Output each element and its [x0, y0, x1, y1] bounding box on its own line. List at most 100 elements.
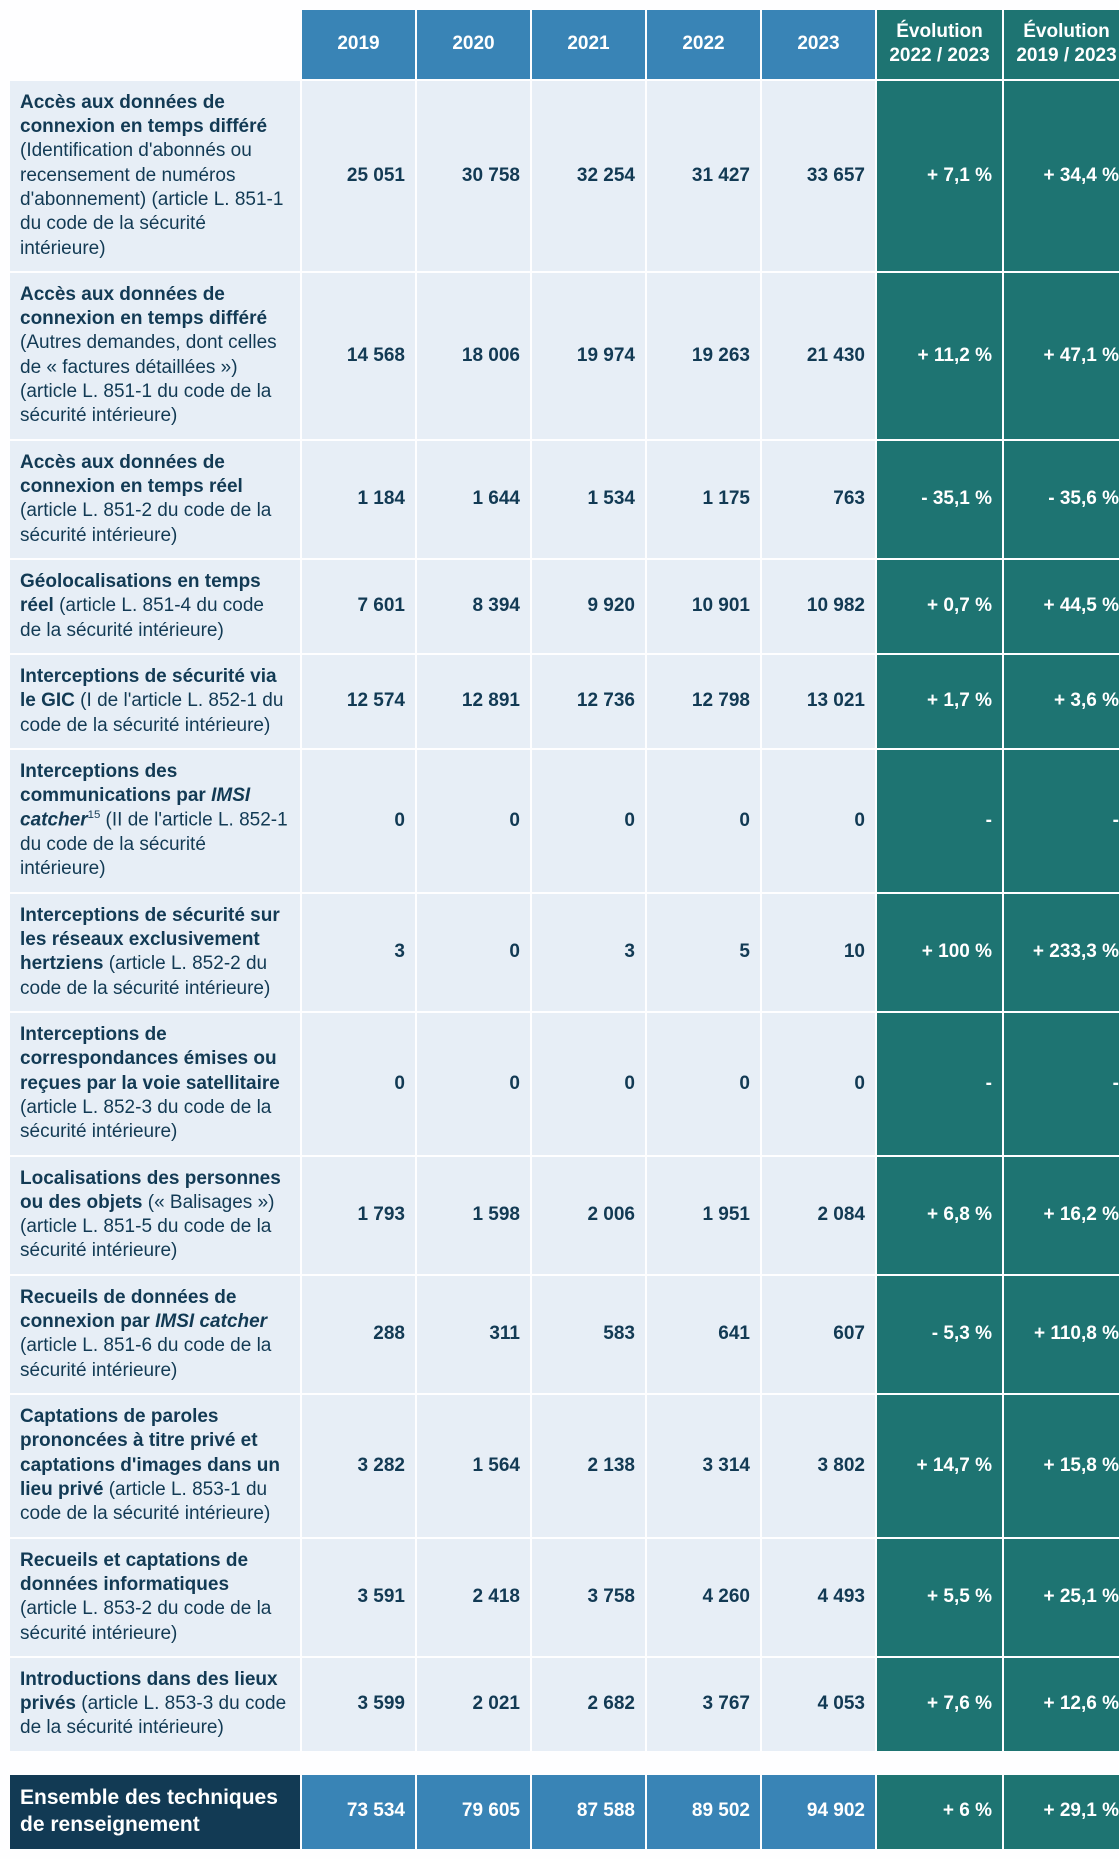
row-value: 607 — [762, 1276, 875, 1393]
row-evo-22-23: + 7,1 % — [877, 81, 1002, 271]
row-value: 3 591 — [302, 1539, 415, 1656]
row-label-rest: (article L. 852-3 du code de la sécurité… — [20, 1097, 271, 1142]
row-value: 4 493 — [762, 1539, 875, 1656]
row-value: 1 598 — [417, 1157, 530, 1274]
row-value: 19 263 — [647, 273, 760, 439]
row-evo-19-23: + 25,1 % — [1004, 1539, 1119, 1656]
table-row: Accès aux données de connexion en temps … — [10, 81, 1119, 271]
row-label: Recueils et captations de données inform… — [10, 1539, 300, 1656]
row-value: 0 — [417, 1013, 530, 1155]
table-row: Interceptions des communications par IMS… — [10, 750, 1119, 892]
header-blank — [10, 10, 300, 79]
row-evo-19-23: - — [1004, 1013, 1119, 1155]
row-label-bold: Accès aux données de connexion en temps … — [20, 284, 267, 329]
row-evo-22-23: + 14,7 % — [877, 1395, 1002, 1537]
row-value: 3 802 — [762, 1395, 875, 1537]
row-value: 3 — [532, 894, 645, 1011]
row-label-bold: Accès aux données de connexion en temps … — [20, 452, 243, 497]
header-year-2021: 2021 — [532, 10, 645, 79]
row-evo-19-23: + 15,8 % — [1004, 1395, 1119, 1537]
row-value: 2 021 — [417, 1658, 530, 1751]
row-label-rest: (Identification d'abonnés ou recensement… — [20, 140, 283, 258]
row-evo-22-23: + 11,2 % — [877, 273, 1002, 439]
row-evo-19-23: + 3,6 % — [1004, 655, 1119, 748]
table-row: Accès aux données de connexion en temps … — [10, 441, 1119, 558]
row-value: 3 — [302, 894, 415, 1011]
header-evo-22-23-line1: Évolution — [896, 21, 983, 42]
row-value: 12 891 — [417, 655, 530, 748]
table-row: Recueils de données de connexion par IMS… — [10, 1276, 1119, 1393]
row-value: 1 175 — [647, 441, 760, 558]
row-value: 1 644 — [417, 441, 530, 558]
row-value: 3 758 — [532, 1539, 645, 1656]
row-value: 0 — [647, 750, 760, 892]
row-value: 3 282 — [302, 1395, 415, 1537]
row-value: 2 418 — [417, 1539, 530, 1656]
row-value: 30 758 — [417, 81, 530, 271]
header-evo-19-23-line2: 2019 / 2023 — [1016, 45, 1116, 66]
row-evo-22-23: + 100 % — [877, 894, 1002, 1011]
table-body: Accès aux données de connexion en temps … — [10, 81, 1119, 1849]
row-value: 288 — [302, 1276, 415, 1393]
total-value: 73 534 — [302, 1775, 415, 1849]
row-value: 12 798 — [647, 655, 760, 748]
row-value: 3 599 — [302, 1658, 415, 1751]
row-label: Localisations des personnes ou des objet… — [10, 1157, 300, 1274]
row-value: 12 574 — [302, 655, 415, 748]
table-row: Introductions dans des lieux privés (art… — [10, 1658, 1119, 1751]
row-evo-19-23: + 47,1 % — [1004, 273, 1119, 439]
row-value: 1 951 — [647, 1157, 760, 1274]
row-value: 0 — [647, 1013, 760, 1155]
row-label-rest: (article L. 851-4 du code de la sécurité… — [20, 595, 264, 640]
row-value: 641 — [647, 1276, 760, 1393]
row-evo-19-23: + 110,8 % — [1004, 1276, 1119, 1393]
row-value: 7 601 — [302, 560, 415, 653]
total-value: 89 502 — [647, 1775, 760, 1849]
row-evo-22-23: - 5,3 % — [877, 1276, 1002, 1393]
header-evo-19-23-line1: Évolution — [1023, 21, 1110, 42]
row-label: Captations de paroles prononcées à titre… — [10, 1395, 300, 1537]
row-value: 2 006 — [532, 1157, 645, 1274]
row-label-bold: Accès aux données de connexion en temps … — [20, 92, 267, 137]
row-evo-22-23: + 7,6 % — [877, 1658, 1002, 1751]
row-label: Géolocalisations en temps réel (article … — [10, 560, 300, 653]
row-evo-19-23: + 12,6 % — [1004, 1658, 1119, 1751]
row-value: 1 793 — [302, 1157, 415, 1274]
total-value: 79 605 — [417, 1775, 530, 1849]
row-label: Accès aux données de connexion en temps … — [10, 441, 300, 558]
row-evo-19-23: + 16,2 % — [1004, 1157, 1119, 1274]
row-label: Interceptions de sécurité sur les réseau… — [10, 894, 300, 1011]
header-year-2020: 2020 — [417, 10, 530, 79]
row-value: 25 051 — [302, 81, 415, 271]
row-value: 0 — [532, 750, 645, 892]
row-value: 10 — [762, 894, 875, 1011]
row-value: 3 767 — [647, 1658, 760, 1751]
row-value: 18 006 — [417, 273, 530, 439]
total-value: 87 588 — [532, 1775, 645, 1849]
table-header: 2019 2020 2021 2022 2023 Évolution 2022 … — [10, 10, 1119, 79]
row-label-bold: Interceptions de correspondances émises … — [20, 1024, 280, 1094]
row-value: 21 430 — [762, 273, 875, 439]
row-value: 0 — [417, 750, 530, 892]
table-row: Accès aux données de connexion en temps … — [10, 273, 1119, 439]
table-row: Captations de paroles prononcées à titre… — [10, 1395, 1119, 1537]
row-value: 1 184 — [302, 441, 415, 558]
row-value: 2 682 — [532, 1658, 645, 1751]
row-value: 583 — [532, 1276, 645, 1393]
total-evo-22-23: + 6 % — [877, 1775, 1002, 1849]
row-evo-19-23: - — [1004, 750, 1119, 892]
row-label-rest: (article L. 853-2 du code de la sécurité… — [20, 1598, 271, 1643]
total-evo-19-23: + 29,1 % — [1004, 1775, 1119, 1849]
row-label: Interceptions de correspondances émises … — [10, 1013, 300, 1155]
total-value: 94 902 — [762, 1775, 875, 1849]
header-evo-22-23-line2: 2022 / 2023 — [889, 45, 989, 66]
row-value: 33 657 — [762, 81, 875, 271]
row-label-rest: (article L. 851-6 du code de la sécurité… — [20, 1335, 271, 1380]
header-evo-22-23: Évolution 2022 / 2023 — [877, 10, 1002, 79]
gap-row — [10, 1753, 1119, 1773]
row-evo-19-23: + 233,3 % — [1004, 894, 1119, 1011]
data-table: 2019 2020 2021 2022 2023 Évolution 2022 … — [8, 8, 1119, 1851]
table-row: Recueils et captations de données inform… — [10, 1539, 1119, 1656]
table-row: Interceptions de sécurité via le GIC (I … — [10, 655, 1119, 748]
row-evo-19-23: + 34,4 % — [1004, 81, 1119, 271]
